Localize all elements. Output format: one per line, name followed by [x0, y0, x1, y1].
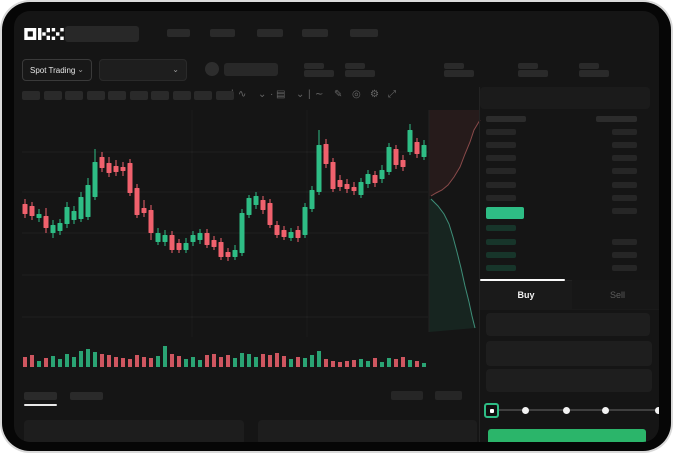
- amount-slider-step[interactable]: [654, 406, 659, 414]
- bottom-link-placeholder[interactable]: [435, 391, 462, 400]
- order-input-placeholder[interactable]: [486, 341, 652, 366]
- timeframe-chip[interactable]: [22, 91, 40, 100]
- bottom-panel-placeholder: [258, 420, 477, 442]
- buy-tab-underline: [480, 279, 565, 281]
- panel-divider: [479, 87, 480, 442]
- pair-select-dropdown[interactable]: ⌄: [99, 59, 187, 81]
- bottom-tab-placeholder[interactable]: [24, 392, 57, 400]
- bottom-panel-placeholder: [24, 420, 244, 442]
- timeframe-chip[interactable]: [130, 91, 148, 100]
- order-amount-placeholder: [612, 239, 637, 245]
- indicator-wave-icon[interactable]: ∿: [238, 89, 247, 100]
- bid-price-placeholder[interactable]: [486, 225, 516, 231]
- fullscreen-icon[interactable]: ⤢: [388, 89, 396, 100]
- nav-item-placeholder[interactable]: [302, 29, 328, 37]
- ticker-stat-placeholder: [579, 70, 609, 77]
- bid-price-placeholder[interactable]: [486, 265, 516, 271]
- nav-item-placeholder[interactable]: [167, 29, 190, 37]
- bottom-tab-placeholder[interactable]: [70, 392, 103, 400]
- ask-price-placeholder[interactable]: [486, 142, 516, 148]
- active-tab-underline: [24, 404, 57, 406]
- bid-price-placeholder[interactable]: [486, 252, 516, 258]
- line-style-icon[interactable]: ∼: [315, 89, 324, 100]
- bid-price-placeholder[interactable]: [486, 239, 516, 245]
- timeframe-chip[interactable]: [108, 91, 126, 100]
- screenshot-icon[interactable]: ◎: [352, 89, 361, 100]
- order-amount-placeholder: [612, 252, 637, 258]
- candle-style-icon[interactable]: ▤: [276, 89, 286, 100]
- nav-item-placeholder[interactable]: [210, 29, 235, 37]
- separator: |: [308, 89, 311, 100]
- order-amount-placeholder: [612, 155, 637, 161]
- order-input-placeholder[interactable]: [486, 369, 652, 392]
- ask-price-placeholder[interactable]: [486, 168, 516, 174]
- candlestick-chart[interactable]: [14, 11, 659, 442]
- order-amount-placeholder: [612, 129, 637, 135]
- buy-submit-button[interactable]: [488, 429, 646, 442]
- timeframe-chip[interactable]: [44, 91, 62, 100]
- amount-slider-handle[interactable]: [484, 403, 499, 418]
- price-display-placeholder: [224, 63, 278, 76]
- sell-tab-label: Sell: [609, 289, 625, 300]
- order-amount-placeholder: [612, 195, 637, 201]
- orderbook-toolbar-strip: [480, 87, 650, 109]
- tab-sell[interactable]: Sell: [572, 280, 659, 309]
- draw-tool-icon[interactable]: ✎: [334, 89, 343, 100]
- last-price-indicator: [486, 207, 524, 219]
- timeframe-chip[interactable]: [87, 91, 105, 100]
- ticker-stat-placeholder: [345, 70, 375, 77]
- timeframe-chip[interactable]: [173, 91, 191, 100]
- ticker-stat-placeholder: [304, 63, 324, 69]
- amount-slider-step[interactable]: [562, 406, 570, 414]
- orderbook-column-header-placeholder: [486, 116, 526, 122]
- order-amount-placeholder: [612, 142, 637, 148]
- chevron-down-icon: ⌄: [172, 65, 179, 74]
- ticker-stat-placeholder: [518, 70, 548, 77]
- ticker-stat-placeholder: [444, 70, 474, 77]
- ticker-stat-placeholder: [444, 63, 464, 69]
- order-amount-placeholder: [612, 208, 637, 214]
- buy-tab-label: Buy: [517, 289, 535, 300]
- ticker-stat-placeholder: [304, 70, 334, 77]
- chevron-down-icon[interactable]: ⌄: [296, 89, 305, 100]
- chevron-down-icon[interactable]: ⌄: [258, 89, 267, 100]
- chart-settings-icon[interactable]: ⚙: [370, 89, 379, 100]
- order-amount-placeholder: [612, 265, 637, 271]
- timeframe-chip[interactable]: [216, 91, 234, 100]
- ticker-stat-placeholder: [345, 63, 365, 69]
- search-input[interactable]: [65, 26, 139, 42]
- ask-price-placeholder[interactable]: [486, 182, 516, 188]
- order-amount-placeholder: [612, 182, 637, 188]
- bottom-link-placeholder[interactable]: [391, 391, 423, 400]
- timeframe-chip[interactable]: [65, 91, 83, 100]
- market-type-dropdown[interactable]: Spot Trading ⌄: [22, 59, 92, 81]
- timeframe-chip[interactable]: [194, 91, 212, 100]
- ask-price-placeholder[interactable]: [486, 195, 516, 201]
- chevron-down-icon: ⌄: [77, 65, 84, 74]
- ask-price-placeholder[interactable]: [486, 155, 516, 161]
- order-amount-placeholder: [612, 168, 637, 174]
- amount-slider-track[interactable]: [491, 409, 658, 411]
- nav-item-placeholder[interactable]: [350, 29, 378, 37]
- orderbook-column-header-placeholder: [596, 116, 637, 122]
- timeframe-chip[interactable]: [151, 91, 169, 100]
- ticker-stat-placeholder: [579, 63, 599, 69]
- pair-avatar: [205, 62, 219, 76]
- amount-slider-step[interactable]: [521, 406, 529, 414]
- amount-slider-step[interactable]: [601, 406, 609, 414]
- nav-item-placeholder[interactable]: [257, 29, 283, 37]
- trading-app-window: Spot Trading ⌄ ⌄ | ∿⌄·▤⌄|∼✎◎⚙⤢: [14, 11, 659, 442]
- order-input-placeholder[interactable]: [486, 313, 650, 336]
- dot-separator: ·: [270, 89, 274, 100]
- ask-price-placeholder[interactable]: [486, 129, 516, 135]
- tab-buy[interactable]: Buy: [480, 280, 572, 309]
- market-type-label: Spot Trading: [30, 65, 76, 75]
- ticker-stat-placeholder: [518, 63, 538, 69]
- okx-logo: [24, 27, 64, 40]
